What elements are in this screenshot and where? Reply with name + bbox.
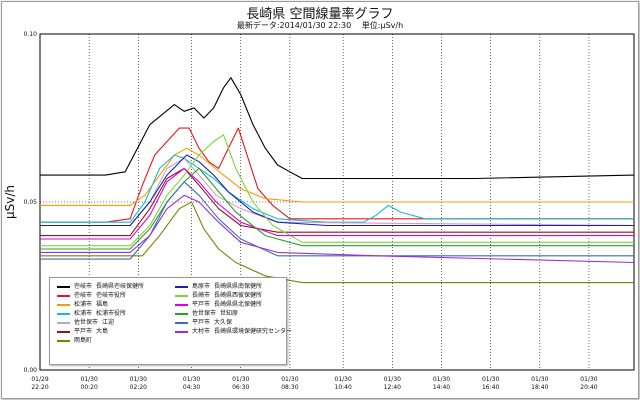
y-tick-label: 0.05 [24,199,38,206]
x-tick-time: 08:30 [281,384,298,391]
legend-swatch [175,331,188,333]
x-tick-time: 18:40 [531,384,548,391]
legend-label: 島原市 長崎県県南保健所 [192,282,266,291]
legend-label: 壱岐市 壱岐市役所 [74,291,130,300]
x-tick-date: 01/30 [232,376,249,383]
legend-swatch [57,313,70,315]
legend-city: 大村市 [192,328,211,335]
legend: 壱岐市 長崎県壱岐保健所 壱岐市 壱岐市役所 松浦市 福島 松浦市 松浦市役所 佐世保市 江迎 平戸… [49,277,292,365]
x-tick-date: 01/30 [81,376,98,383]
x-tick-time: 02:20 [130,384,147,391]
series-line-1 [40,77,635,180]
legend-city: 平戸市 [74,328,93,335]
legend-city: 松浦市 [74,301,93,308]
legend-city: 壱岐市 [74,283,93,290]
legend-city: 平戸市 [192,319,211,326]
legend-site: 大久保 [214,319,233,326]
chart-title: 長崎県 空間線量率グラフ [246,7,394,22]
legend-site: 長崎県西彼保健所 [214,292,263,299]
x-tick-date: 01/29 [31,376,48,383]
series-line-13 [40,194,635,264]
legend-swatch [57,304,70,306]
series-line-4 [40,154,634,223]
x-tick-time: 04:30 [183,384,200,391]
legend-city: 長崎市 [192,292,211,299]
legend-swatch [175,286,188,288]
x-tick-time: 12:40 [384,384,401,391]
x-tick-date: 01/30 [580,376,597,383]
x-tick-date: 01/30 [281,376,298,383]
y-tick-label: 0.10 [24,31,38,38]
legend-city: 佐世保市 [192,310,217,317]
x-tick-date: 01/30 [433,376,450,383]
x-tick-date: 01/30 [335,376,352,383]
legend-label: 雨島町 [74,336,96,345]
x-tick-time: 10:40 [335,384,352,391]
chart-subtitle: 最新データ:2014/01/30 22:30 単位:μSv/h [0,20,640,31]
x-tick-date: 01/30 [183,376,200,383]
legend-site: 松浦市役所 [96,310,127,317]
legend-site: 江迎 [102,319,115,326]
series-line-8 [40,154,634,227]
legend-site: 長崎県環境保健研究センター [214,328,293,335]
legend-label: 大村市 長崎県環境保健研究センター [192,327,296,336]
series-line-9 [40,134,634,247]
legend-site: 長崎県県南保健所 [214,283,263,290]
latest-data-label: 最新データ:2014/01/30 22:30 [236,21,352,30]
unit-label: 単位:μSv/h [361,21,404,30]
legend-label: 松浦市 福島 [74,300,112,309]
legend-swatch [57,286,70,288]
legend-label: 壱岐市 長崎県壱岐保健所 [74,282,148,291]
legend-city: 壱岐市 [74,292,93,299]
legend-site: 世知原 [220,310,239,317]
legend-city: 松浦市 [74,310,93,317]
legend-swatch [57,295,70,297]
legend-swatch [175,304,188,306]
legend-city: 雨島町 [74,337,93,344]
x-tick-date: 01/30 [384,376,401,383]
x-tick-date: 01/30 [130,376,147,383]
series-line-11 [40,167,634,250]
legend-site: 大島 [96,328,109,335]
legend-label: 松浦市 松浦市役所 [74,309,130,318]
legend-swatch [175,295,188,297]
legend-swatch [57,322,70,324]
legend-label: 平戸市 長崎県県北保健所 [192,300,266,309]
x-tick-time: 14:40 [433,384,450,391]
x-tick-date: 01/30 [531,376,548,383]
x-tick-time: 22:20 [31,384,48,391]
series-line-7 [40,201,634,284]
legend-swatch [57,340,70,342]
legend-label: 平戸市 大島 [74,327,112,336]
legend-site: 福島 [96,301,109,308]
y-tick-label: 0.00 [24,367,38,374]
x-tick-time: 20:40 [580,384,597,391]
legend-city: 佐世保市 [74,319,99,326]
x-tick-time: 16:40 [482,384,499,391]
legend-city: 島原市 [192,283,211,290]
y-axis-title: μSv/h [3,185,17,219]
legend-label: 平戸市 大久保 [192,318,236,327]
legend-label: 佐世保市 世知原 [192,309,242,318]
legend-city: 平戸市 [192,301,211,308]
x-tick-time: 00:20 [81,384,98,391]
x-tick-date: 01/30 [482,376,499,383]
legend-site: 長崎県県北保健所 [214,301,263,308]
legend-site: 長崎県壱岐保健所 [96,283,145,290]
x-tick-time: 06:30 [232,384,249,391]
legend-swatch [175,322,188,324]
legend-label: 佐世保市 江迎 [74,318,118,327]
axes: 0.000.050.10μSv/h01/2922:2001/3000:2001/… [3,31,598,391]
series-line-2 [40,127,634,223]
legend-swatch [57,331,70,333]
series-layer [40,77,635,284]
legend-site: 壱岐市役所 [96,292,127,299]
legend-swatch [175,313,188,315]
legend-label: 長崎市 長崎県西彼保健所 [192,291,266,300]
